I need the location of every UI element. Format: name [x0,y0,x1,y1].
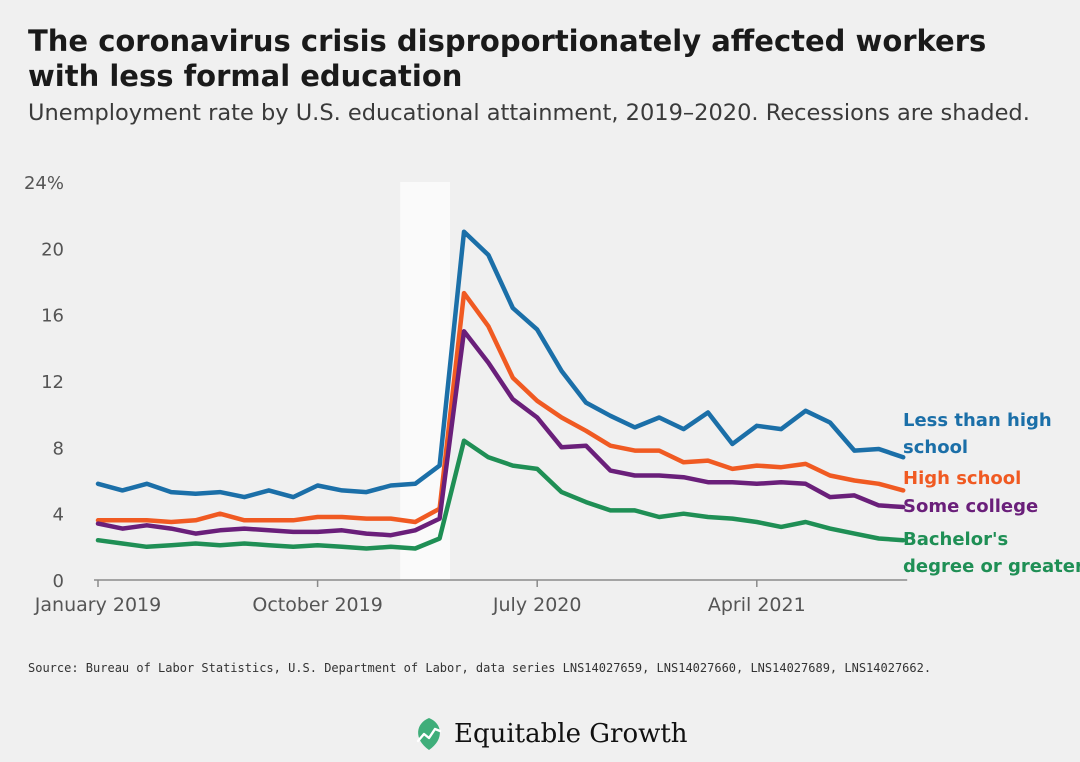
y-tick-label: 16 [41,306,64,327]
series-line-1 [95,290,906,525]
series-label-3: degree or greater [903,556,1080,577]
series-line-0 [95,229,906,500]
series-labels: Less than high school High school Some coll… [903,410,1080,577]
chart-title: The coronavirus crisis disproportionatel… [28,24,987,93]
source-note: Source: Bureau of Labor Statistics, U.S.… [28,661,932,675]
equitable-growth-leaf-icon [416,718,442,750]
y-tick-label: 4 [53,505,64,526]
x-tick-label: April 2021 [708,594,806,616]
series-label-0: school [903,437,968,458]
x-tick-label: January 2019 [34,594,161,616]
y-tick-label: 20 [41,239,64,260]
logo-text: Equitable Growth [454,719,688,749]
axes: 0 4 8 12 16 20 24% January 2019 October 2019 July… [24,173,908,616]
series-label-2: Some college [903,496,1038,517]
series-lines [95,229,906,551]
y-tick-label: 24% [24,173,64,194]
line-chart: 0 4 8 12 16 20 24% January 2019 October 2019 July… [24,173,1080,616]
series-label-3: Bachelor's [903,529,1008,550]
series-line-3 [95,438,906,551]
series-label-0: Less than high [903,410,1052,431]
y-tick-label: 12 [41,372,64,393]
y-tick-label: 8 [53,438,64,459]
series-label-1: High school [903,468,1021,489]
logo: Equitable Growth [412,714,688,754]
chart-subtitle: Unemployment rate by U.S. educational at… [28,100,1030,126]
x-tick-label: July 2020 [492,594,582,616]
series-line-2 [95,329,906,538]
y-tick-label: 0 [53,571,64,592]
x-tick-label: October 2019 [252,594,382,616]
